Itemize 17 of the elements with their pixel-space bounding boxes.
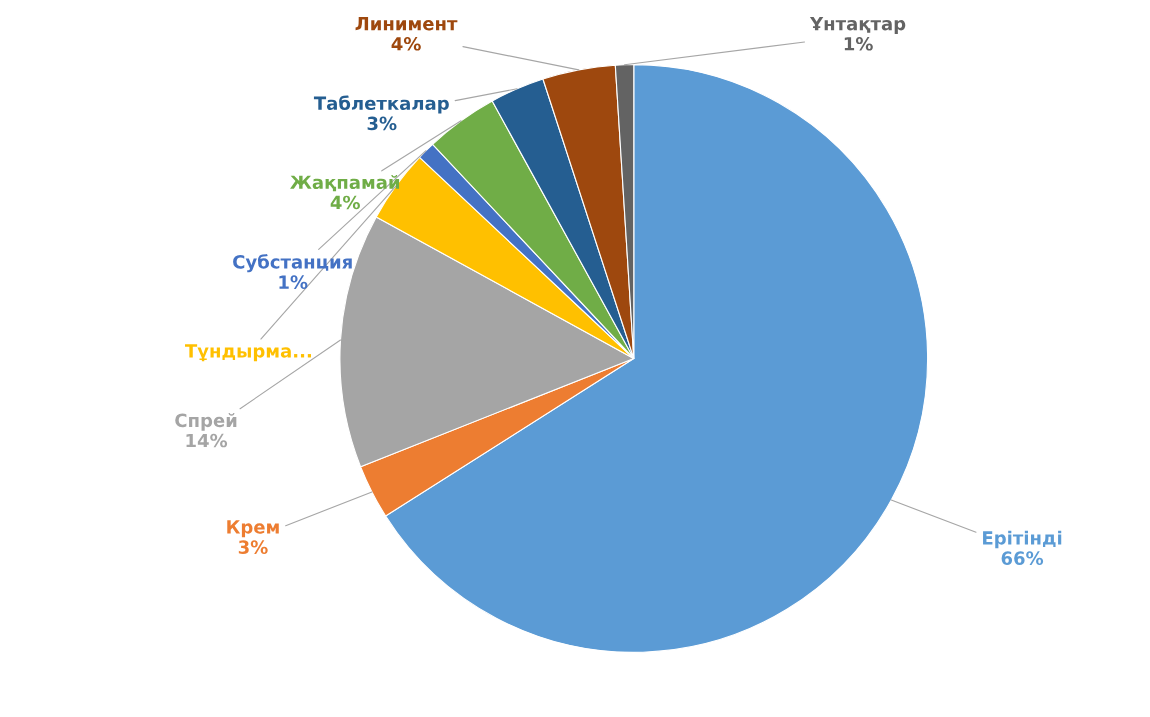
slice-label: Тұндырма... — [185, 344, 311, 362]
slice-label: Спрей — [175, 413, 237, 431]
slice-label: Таблеткалар — [313, 95, 449, 114]
data-label: 1% — [279, 275, 308, 289]
data-label: 4% — [391, 36, 421, 51]
slice-label: Ерітінді — [983, 530, 1062, 549]
slice-label: Жақпамай — [290, 175, 400, 192]
slice-label: Ұнтақтар — [809, 16, 906, 34]
data-label: 3% — [238, 540, 268, 554]
data-label: 3% — [367, 116, 397, 131]
data-label: 66% — [1001, 551, 1044, 565]
data-label: 14% — [186, 433, 228, 448]
data-label: 4% — [330, 195, 360, 210]
slice-label: Линимент — [355, 16, 458, 31]
slice-label: Крем — [227, 520, 279, 538]
data-label: 1% — [844, 36, 873, 51]
slice-label: Субстанция — [233, 254, 352, 273]
